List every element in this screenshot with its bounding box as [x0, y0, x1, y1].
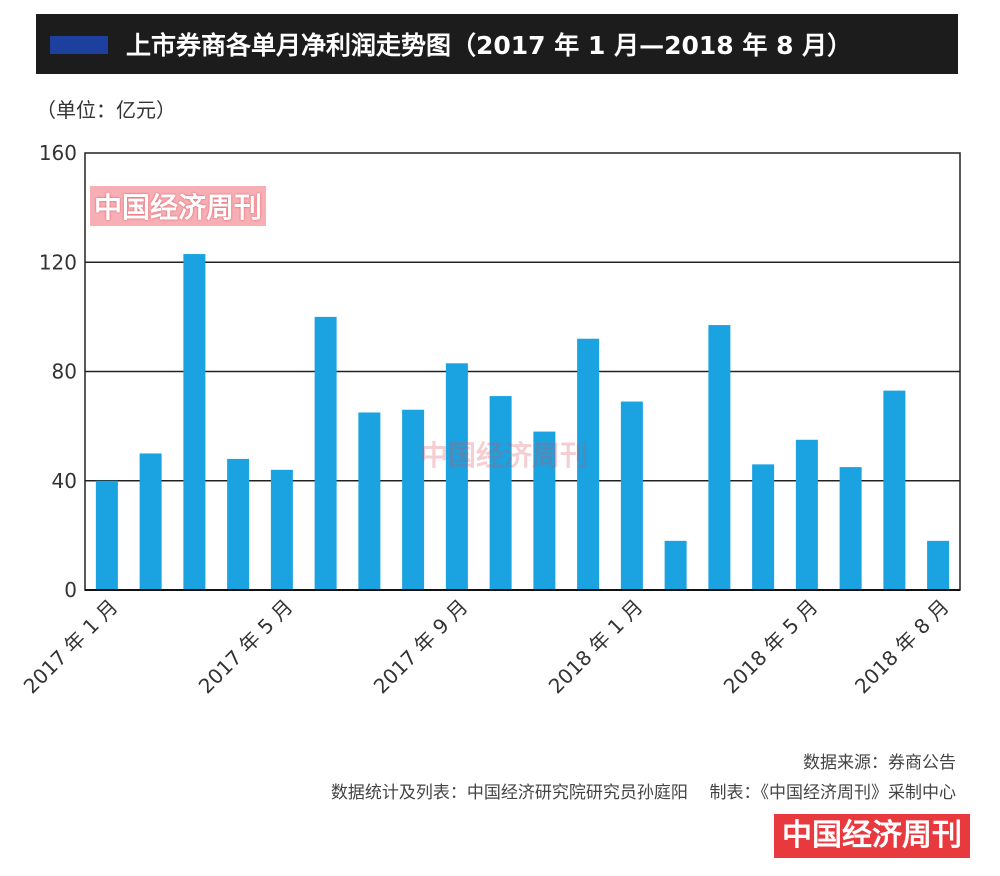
unit-label: （单位：亿元）: [36, 98, 176, 122]
y-tick-label: 0: [64, 578, 77, 602]
bar-chart: 0 40 80 120 160 2017 年 1 月 2017 年 5 月 2017 年 9 …: [19, 141, 961, 699]
bar: [927, 540, 950, 590]
bar: [795, 439, 818, 590]
bar: [577, 338, 600, 590]
bar: [314, 316, 337, 590]
x-tick-label: 2017 年 5 月: [194, 595, 298, 699]
bar: [533, 431, 556, 590]
maker-credit: 制表：《中国经济周刊》采制中心: [709, 783, 957, 803]
bar: [620, 401, 643, 590]
bar: [270, 469, 293, 590]
bar: [445, 363, 468, 590]
watermark-top: 中国经济周刊: [90, 186, 267, 226]
title-bar: 上市券商各单月净利润走势图（2017 年 1 月—2018 年 8 月）: [36, 14, 958, 74]
bar: [489, 396, 512, 590]
watermark-center: 中国经济周刊: [420, 439, 589, 472]
credit-line: 数据统计及列表：中国经济研究院研究员孙庭阳 制表：《中国经济周刊》采制中心: [331, 778, 956, 803]
y-tick-label: 40: [52, 469, 77, 493]
bar: [708, 325, 731, 590]
bar: [139, 453, 162, 590]
bar: [883, 390, 906, 590]
x-tick-label: 2018 年 8 月: [850, 595, 954, 699]
chart-title: 上市券商各单月净利润走势图（2017 年 1 月—2018 年 8 月）: [126, 31, 853, 60]
x-tick-label: 2018 年 5 月: [719, 595, 823, 699]
bar: [227, 458, 250, 590]
bar: [402, 409, 425, 590]
y-tick-label: 160: [39, 141, 77, 165]
data-source: 数据来源：券商公告: [803, 753, 956, 773]
bar: [664, 540, 687, 590]
bar: [358, 412, 381, 590]
y-tick-label: 120: [39, 250, 77, 274]
bar: [95, 480, 118, 590]
bar: [839, 467, 862, 590]
bar: [183, 254, 206, 590]
y-tick-label: 80: [52, 360, 77, 384]
x-tick-label: 2017 年 1 月: [19, 595, 123, 699]
x-tick-label: 2018 年 1 月: [544, 595, 648, 699]
publication-logo: 中国经济周刊: [774, 814, 970, 858]
title-accent-block: [50, 36, 108, 54]
bar: [752, 464, 775, 590]
x-tick-label: 2017 年 9 月: [369, 595, 473, 699]
stats-credit: 数据统计及列表：中国经济研究院研究员孙庭阳: [330, 783, 688, 803]
